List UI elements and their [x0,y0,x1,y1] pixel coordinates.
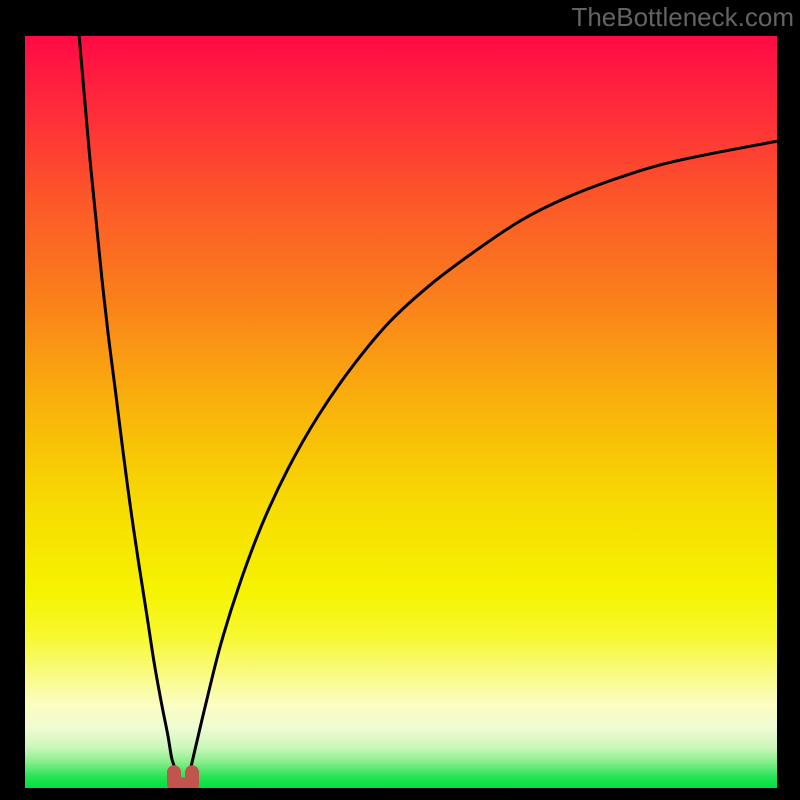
markers-layer [25,36,777,788]
plot-area [25,36,777,788]
min-marker-valley [173,777,193,788]
watermark-label: TheBottleneck.com [571,2,794,33]
